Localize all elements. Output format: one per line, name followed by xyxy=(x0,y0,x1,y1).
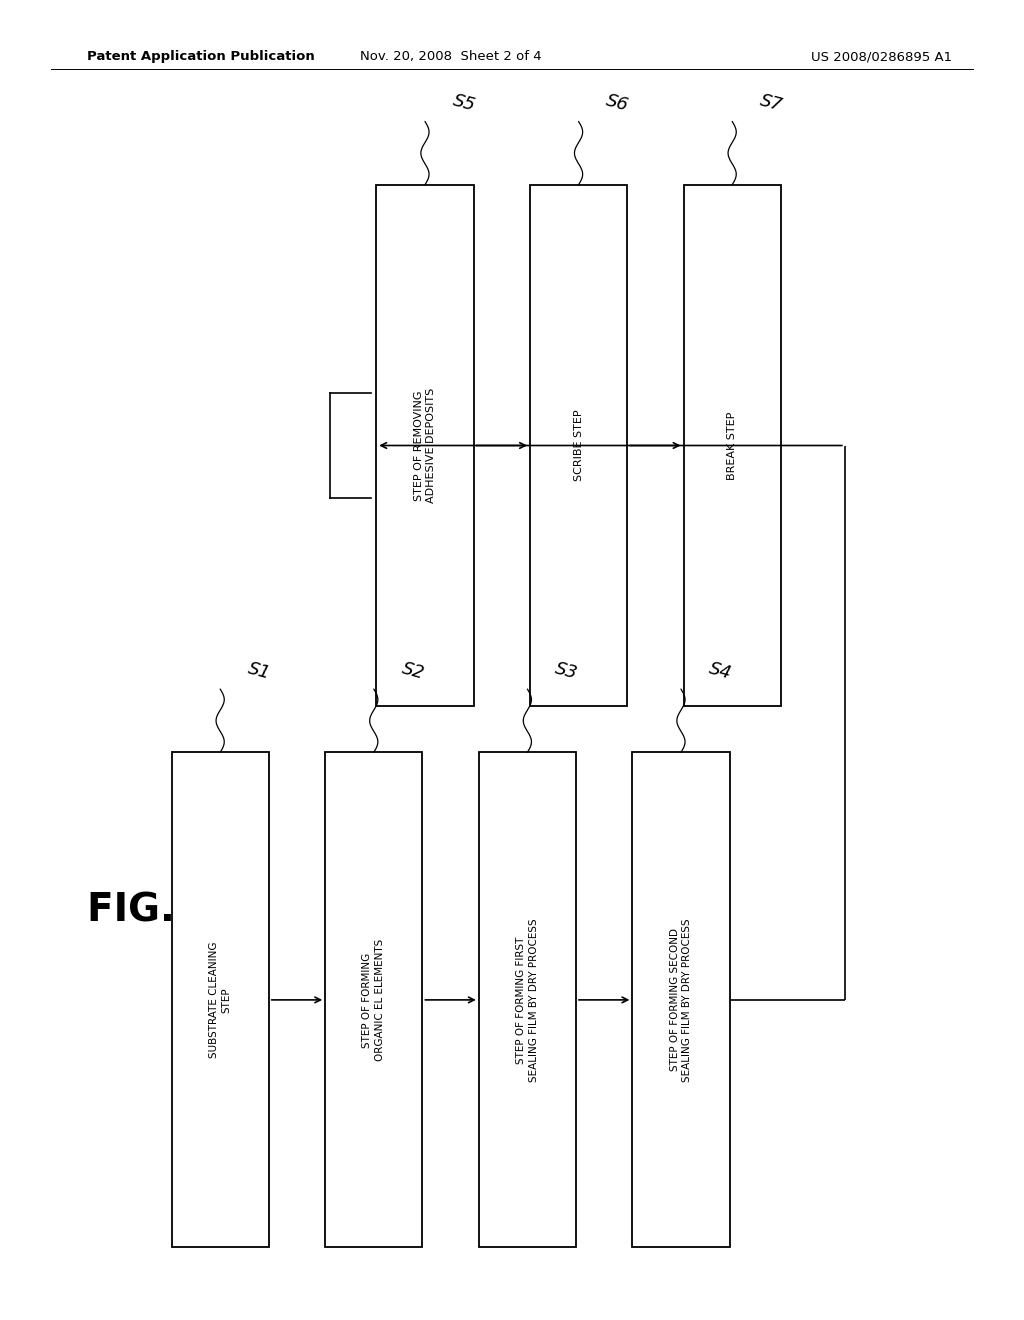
Bar xyxy=(479,752,575,1247)
Bar xyxy=(530,185,627,706)
Text: STEP OF FORMING
ORGANIC EL ELEMENTS: STEP OF FORMING ORGANIC EL ELEMENTS xyxy=(362,939,385,1061)
Text: Nov. 20, 2008  Sheet 2 of 4: Nov. 20, 2008 Sheet 2 of 4 xyxy=(359,50,542,63)
Text: US 2008/0286895 A1: US 2008/0286895 A1 xyxy=(811,50,952,63)
Text: S2: S2 xyxy=(399,659,426,682)
Text: FIG. 2: FIG. 2 xyxy=(87,892,215,929)
Bar xyxy=(684,185,780,706)
Bar xyxy=(633,752,729,1247)
Text: S3: S3 xyxy=(553,659,580,682)
Text: S1: S1 xyxy=(246,659,272,682)
Text: BREAK STEP: BREAK STEP xyxy=(727,412,737,479)
Text: STEP OF REMOVING
ADHESIVE DEPOSITS: STEP OF REMOVING ADHESIVE DEPOSITS xyxy=(414,388,436,503)
Text: S5: S5 xyxy=(451,91,477,115)
Text: SUBSTRATE CLEANING
STEP: SUBSTRATE CLEANING STEP xyxy=(209,941,231,1059)
Text: STEP OF FORMING SECOND
SEALING FILM BY DRY PROCESS: STEP OF FORMING SECOND SEALING FILM BY D… xyxy=(670,919,692,1081)
Text: S6: S6 xyxy=(604,91,631,115)
Text: S7: S7 xyxy=(758,91,784,115)
Text: Patent Application Publication: Patent Application Publication xyxy=(87,50,314,63)
Text: STEP OF FORMING FIRST
SEALING FILM BY DRY PROCESS: STEP OF FORMING FIRST SEALING FILM BY DR… xyxy=(516,919,539,1081)
Bar xyxy=(326,752,422,1247)
Text: SCRIBE STEP: SCRIBE STEP xyxy=(573,409,584,482)
Bar xyxy=(171,752,268,1247)
Text: S4: S4 xyxy=(707,659,733,682)
Bar xyxy=(377,185,473,706)
